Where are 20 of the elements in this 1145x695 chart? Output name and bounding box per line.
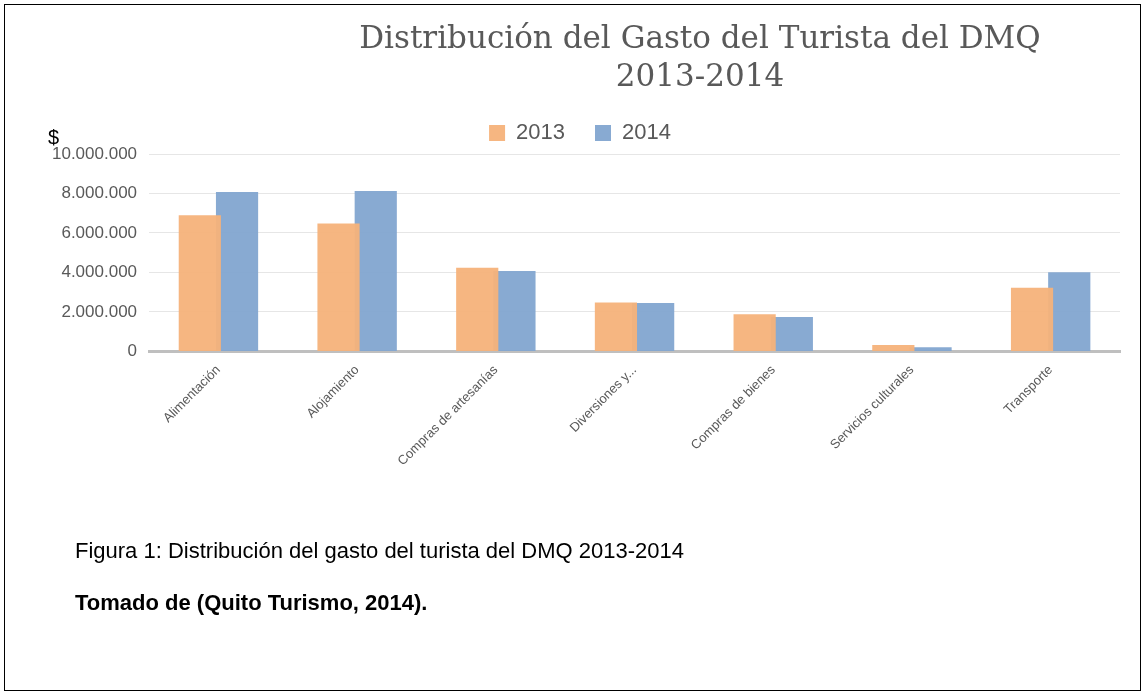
text: Tomado de (Quito Turismo, 2014). [75,590,429,616]
bar [317,223,360,351]
y-tick-label: 6.000.000 [61,222,138,242]
y-tick-label: 8.000.000 [61,183,138,203]
chart-title: Distribución del Gasto del Turista del DMQ 2013-2014 [358,18,1042,94]
legend-label: 2013 [516,119,566,145]
bar [733,314,776,351]
y-tick-label: 4.000.000 [61,262,138,282]
bar [872,344,915,351]
y-tick-label: 0 [127,341,138,361]
y-axis-title: $ [48,125,60,148]
bar [456,267,499,351]
text: Figura 1: Distribución del gasto del turista del DMQ 2013-2014 [75,538,684,564]
y-tick-label: 2.000.000 [61,301,138,321]
bar [1048,272,1091,351]
bar [1010,287,1054,351]
bar [594,302,638,351]
bar [178,215,221,351]
bar [354,191,397,351]
legend-label: 2014 [622,119,671,145]
